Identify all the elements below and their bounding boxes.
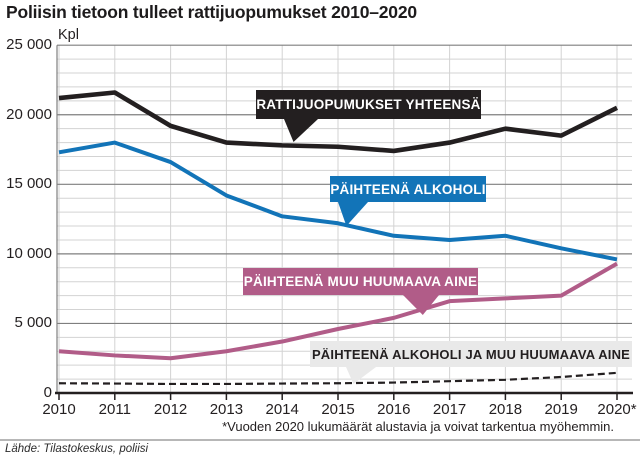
callout-other-substance: PÄIHTEENÄ MUU HUUMAAVA AINE — [243, 268, 478, 315]
callout-alcohol-label: PÄIHTEENÄ ALKOHOLI — [330, 181, 486, 197]
x-axis-label: 2020* — [597, 401, 637, 418]
callout-alcohol: PÄIHTEENÄ ALKOHOLI — [330, 176, 486, 226]
y-axis-label: 25 000 — [6, 36, 52, 54]
x-axis-label: 2017 — [432, 401, 467, 418]
series-line-alcohol — [58, 140, 618, 262]
x-axis-label: 2015 — [321, 401, 355, 418]
y-axis-label: 10 000 — [6, 244, 52, 262]
series-line-alcohol-and-other — [58, 371, 618, 386]
footnote: *Vuoden 2020 lukumäärät alustavia ja voi… — [222, 419, 614, 434]
callout-alcohol-and-other: PÄIHTEENÄ ALKOHOLI JA MUU HUUMAAVA AINE — [310, 341, 632, 384]
series-line-other-substance — [58, 261, 618, 361]
y-axis-label: 20 000 — [6, 105, 52, 123]
x-axis-label: 2018 — [488, 401, 523, 418]
source-credit: Lähde: Tilastokeskus, poliisi — [5, 443, 149, 455]
y-axis-label: 15 000 — [6, 175, 52, 193]
y-axis-label: 0 — [43, 384, 52, 401]
x-axis-label: 2016 — [377, 401, 411, 418]
page-title: Poliisin tietoon tulleet rattijuopumukse… — [6, 2, 417, 22]
callout-alcohol-and-other-label: PÄIHTEENÄ ALKOHOLI JA MUU HUUMAAVA AINE — [311, 346, 631, 362]
callout-other-substance-label: PÄIHTEENÄ MUU HUUMAAVA AINE — [243, 274, 478, 289]
divider — [0, 439, 640, 441]
callout-total-dui-label: RATTIJUOPUMUKSET YHTEENSÄ — [256, 97, 481, 112]
x-axis-label: 2010 — [42, 401, 76, 418]
callout-total-dui: RATTIJUOPUMUKSET YHTEENSÄ — [256, 90, 481, 142]
x-axis-label: 2013 — [209, 401, 244, 418]
x-axis-label: 2014 — [265, 401, 299, 418]
x-axis-label: 2011 — [98, 401, 131, 418]
series-line-total — [58, 90, 619, 154]
y-axis-label: 5 000 — [14, 314, 52, 332]
y-axis-unit-label: Kpl — [58, 27, 79, 43]
x-axis-label: 2012 — [153, 401, 188, 418]
x-axis-label: 2019 — [544, 401, 578, 418]
